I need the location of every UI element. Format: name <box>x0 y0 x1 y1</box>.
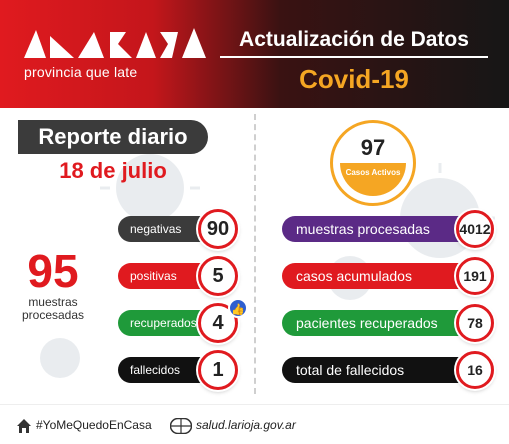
logo-tagline: provincia que late <box>24 64 138 80</box>
stat-value: 191 <box>456 257 494 295</box>
hashtag-text: #YoMeQuedoEnCasa <box>36 418 152 432</box>
page-title: Actualización de Datos <box>220 24 488 58</box>
active-cases-badge: 97 Casos Activos <box>330 120 416 206</box>
stat-label: total de fallecidos <box>282 357 470 383</box>
stat-value: 1 <box>198 350 238 390</box>
column-divider <box>254 114 256 394</box>
report-date: 18 de julio <box>59 158 167 183</box>
stat-value: 78 <box>456 304 494 342</box>
stat-row-fallecidos: fallecidos 1 <box>118 350 242 390</box>
thumbs-up-icon: 👍 <box>228 298 248 318</box>
la-rioja-logo <box>24 28 206 58</box>
stat-row-total-fallecidos: total de fallecidos 16 <box>282 351 494 389</box>
stat-label: muestras procesadas <box>282 216 470 242</box>
page-subtitle: Covid-19 <box>299 64 409 94</box>
stat-value: 16 <box>456 351 494 389</box>
footer-website[interactable]: salud.larioja.gov.ar <box>170 415 296 435</box>
active-cases-caption: Casos Activos <box>340 163 406 196</box>
samples-caption: muestras procesadas <box>21 295 85 322</box>
home-icon <box>17 418 31 433</box>
website-link[interactable]: salud.larioja.gov.ar <box>196 418 296 432</box>
samples-total: 95 <box>27 245 79 297</box>
stat-row-pacientes-recuperados: pacientes recuperados 78 <box>282 304 494 342</box>
stat-label: pacientes recuperados <box>282 310 470 336</box>
report-label: Reporte diario <box>18 120 208 154</box>
stat-label: casos acumulados <box>282 263 470 289</box>
stat-row-negativas: negativas 90 <box>118 209 242 249</box>
stat-value: 5 <box>198 256 238 296</box>
footer-hashtag: #YoMeQuedoEnCasa <box>16 415 152 435</box>
stat-value: 4012 <box>456 210 494 248</box>
globe-icon <box>170 417 192 434</box>
stat-row-recuperados: recuperados 4 <box>118 303 242 343</box>
stat-row-muestras-procesadas: muestras procesadas 4012 <box>282 210 494 248</box>
stat-value: 90 <box>198 209 238 249</box>
footer: #YoMeQuedoEnCasa salud.larioja.gov.ar <box>0 404 509 444</box>
report-body: Reporte diario 18 de julio 95 muestras p… <box>0 108 509 404</box>
active-cases-value: 97 <box>340 130 406 163</box>
header-banner: provincia que late Actualización de Dato… <box>0 0 509 108</box>
stat-row-casos-acumulados: casos acumulados 191 <box>282 257 494 295</box>
stat-row-positivas: positivas 5 <box>118 256 242 296</box>
